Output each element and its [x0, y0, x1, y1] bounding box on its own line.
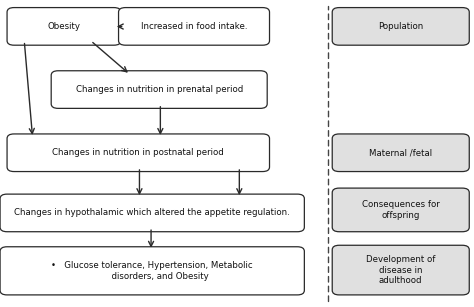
Text: Increased in food intake.: Increased in food intake.	[141, 22, 247, 31]
Text: Changes in hypothalamic which altered the appetite regulation.: Changes in hypothalamic which altered th…	[14, 208, 290, 217]
FancyBboxPatch shape	[332, 134, 469, 172]
Text: •   Glucose tolerance, Hypertension, Metabolic
      disorders, and Obesity: • Glucose tolerance, Hypertension, Metab…	[51, 261, 253, 281]
FancyBboxPatch shape	[0, 247, 304, 295]
Text: Changes in nutrition in prenatal period: Changes in nutrition in prenatal period	[75, 85, 243, 94]
FancyBboxPatch shape	[7, 134, 270, 172]
FancyBboxPatch shape	[51, 71, 267, 108]
Text: Changes in nutrition in postnatal period: Changes in nutrition in postnatal period	[53, 148, 224, 157]
Text: Obesity: Obesity	[47, 22, 81, 31]
FancyBboxPatch shape	[0, 194, 304, 232]
FancyBboxPatch shape	[118, 8, 270, 45]
Text: Consequences for
offspring: Consequences for offspring	[362, 200, 439, 220]
FancyBboxPatch shape	[332, 245, 469, 295]
Text: Development of
disease in
adulthood: Development of disease in adulthood	[366, 255, 436, 285]
FancyBboxPatch shape	[332, 188, 469, 232]
Text: Population: Population	[378, 22, 423, 31]
Text: Maternal /fetal: Maternal /fetal	[369, 148, 432, 157]
FancyBboxPatch shape	[7, 8, 121, 45]
FancyBboxPatch shape	[332, 8, 469, 45]
